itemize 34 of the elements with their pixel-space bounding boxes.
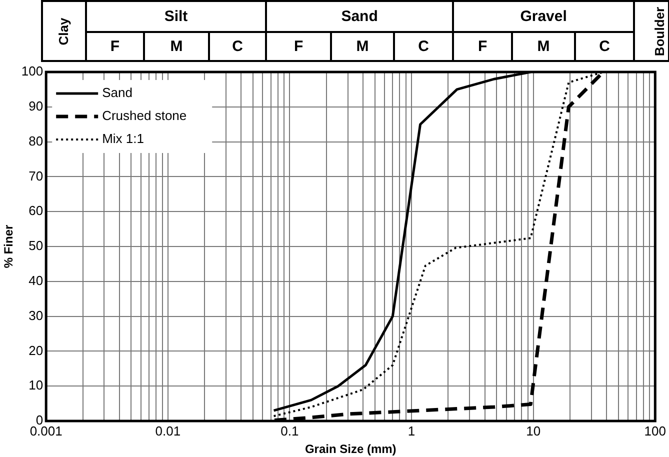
- text: F: [453, 32, 512, 61]
- text: C: [394, 32, 454, 61]
- text: Boulder: [652, 6, 668, 56]
- text: Gravel: [453, 1, 634, 32]
- text: M: [331, 32, 394, 61]
- x-tick-label: 1: [408, 423, 416, 438]
- text: Clay: [56, 17, 72, 45]
- text: F: [266, 32, 332, 61]
- x-axis-title: Grain Size (mm): [304, 442, 396, 456]
- text: Sand: [266, 1, 454, 32]
- y-tick-label: 100: [21, 64, 44, 79]
- y-tick-label: 60: [28, 203, 44, 218]
- y-axis-title: % Finer: [2, 224, 16, 268]
- text: C: [575, 32, 634, 61]
- legend-label: Sand: [102, 85, 132, 100]
- x-tick-label: 0.1: [280, 423, 299, 438]
- text: M: [512, 32, 576, 61]
- y-tick-label: 70: [28, 168, 44, 184]
- x-tick-label: 100: [644, 423, 666, 438]
- x-tick-label: 10: [526, 423, 541, 438]
- y-tick-label: 90: [28, 98, 44, 114]
- legend-label: Crushed stone: [102, 108, 187, 124]
- text: Silt: [86, 1, 266, 32]
- y-tick-label: 80: [28, 133, 44, 148]
- y-tick-label: 40: [28, 272, 44, 288]
- y-tick-label: 50: [28, 238, 44, 254]
- y-tick-label: 20: [28, 342, 44, 358]
- text: F: [86, 32, 144, 61]
- x-tick-label: 0.01: [155, 423, 181, 438]
- text: C: [209, 32, 266, 61]
- y-tick-label: 10: [28, 378, 44, 393]
- text: M: [144, 32, 209, 61]
- y-tick-label: 30: [28, 308, 44, 323]
- legend-label: Mix 1:1: [102, 131, 144, 146]
